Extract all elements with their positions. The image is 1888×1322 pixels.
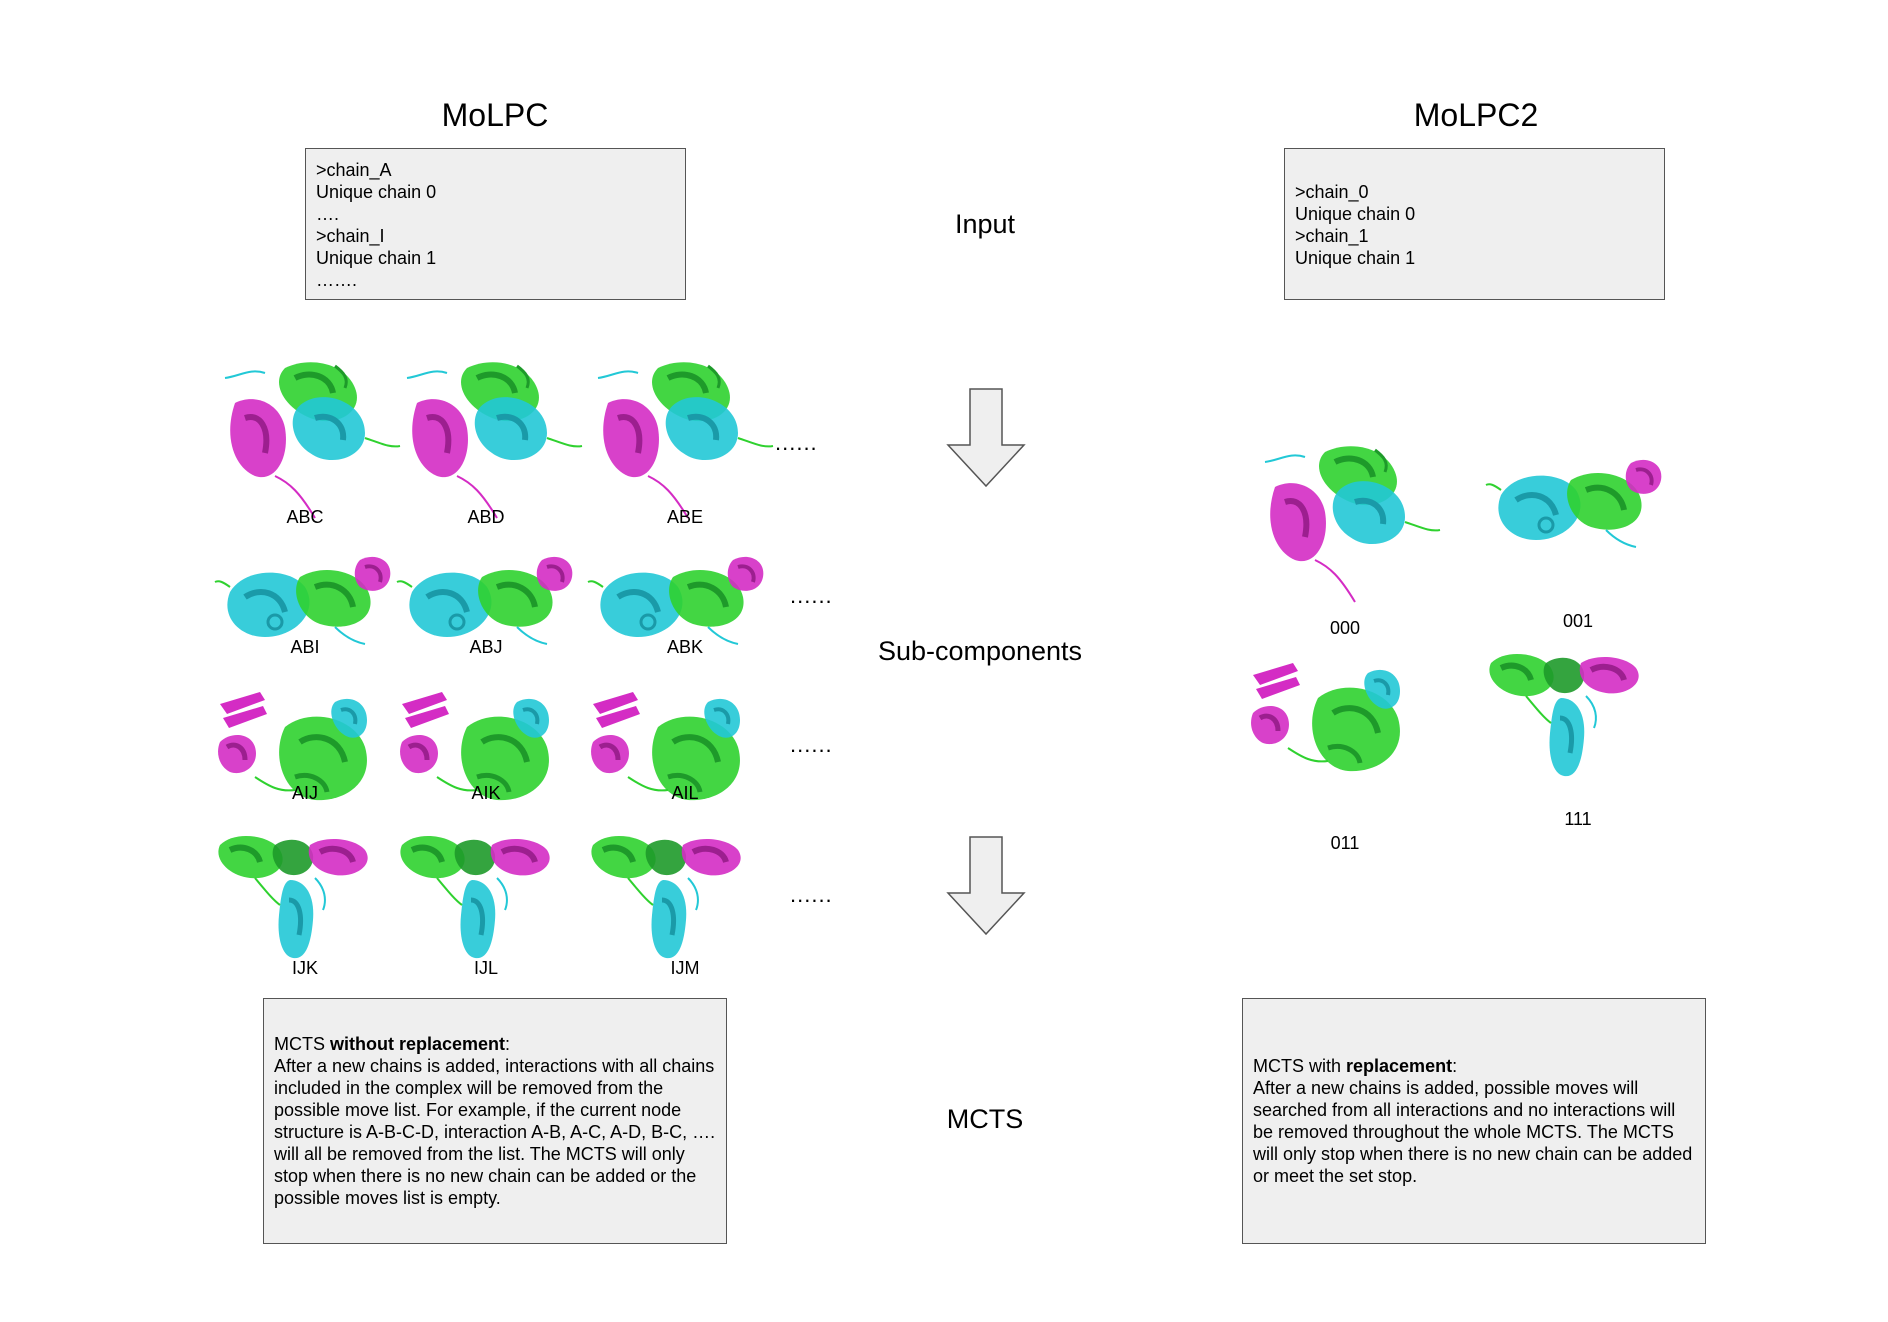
protein-structure (1248, 663, 1428, 823)
ellipsis-more: ...... (790, 583, 833, 608)
input-line: >chain_A (316, 160, 392, 180)
input-line: Unique chain 0 (316, 182, 437, 202)
subcomponent-label: ABK (666, 637, 704, 657)
subcomponent-label: IJM (670, 958, 700, 978)
ellipsis-more: ...... (790, 732, 833, 757)
stage-mcts-label: MCTS (946, 1104, 1024, 1134)
mcts-description: After a new chains is added, interaction… (274, 1056, 716, 1208)
stage-subcomponents-label: Sub-components (877, 636, 1083, 666)
protein-structure (215, 692, 395, 852)
down-arrow-icon (946, 836, 1026, 936)
mcts-heading-suffix: : (505, 1034, 511, 1054)
subcomponent-label: 111 (1564, 809, 1592, 829)
molpc2-title: MoLPC2 (1413, 97, 1539, 133)
molpc-input-box: >chain_A Unique chain 0 …. >chain_I Uniq… (305, 148, 686, 300)
subcomponent-label: IJL (473, 958, 498, 978)
protein-structure (397, 552, 577, 712)
subcomponent-label: ABI (290, 637, 320, 657)
input-line: >chain_1 (1295, 226, 1369, 246)
molpc-mcts-box: MCTS without replacement: After a new ch… (263, 998, 727, 1244)
molpc-title: MoLPC (441, 97, 549, 133)
mcts-heading-prefix: MCTS (274, 1034, 330, 1054)
protein-structure (588, 358, 768, 518)
protein-structure (215, 552, 395, 712)
mcts-description: After a new chains is added, possible mo… (1253, 1078, 1693, 1186)
input-line: ……. (316, 270, 358, 290)
subcomponent-label: AIJ (291, 783, 318, 803)
subcomponent-label: ABC (286, 507, 324, 527)
mcts-heading-suffix: : (1452, 1056, 1458, 1076)
molpc2-input-box: >chain_0 Unique chain 0 >chain_1 Unique … (1284, 148, 1665, 300)
input-line: Unique chain 0 (1295, 204, 1416, 224)
mcts-heading: MCTS with replacement: (1253, 1055, 1695, 1077)
mcts-heading: MCTS without replacement: (274, 1033, 716, 1055)
subcomponent-label: 001 (1562, 611, 1594, 631)
protein-structure (215, 358, 395, 518)
input-line: …. (316, 204, 340, 224)
subcomponent-label: ABE (666, 507, 704, 527)
ellipsis-more: ...... (775, 430, 818, 455)
stage-input-label: Input (954, 209, 1016, 239)
protein-structure (588, 552, 768, 712)
input-line: >chain_I (316, 226, 385, 246)
subcomponent-label: 011 (1330, 833, 1360, 853)
subcomponent-label: 000 (1329, 618, 1361, 638)
mcts-heading-prefix: MCTS with (1253, 1056, 1347, 1076)
subcomponent-label: ABJ (469, 637, 503, 657)
protein-structure (1486, 455, 1666, 615)
mcts-heading-bold: replacement (1346, 1056, 1453, 1076)
ellipsis-more: ...... (790, 882, 833, 907)
input-line: >chain_0 (1295, 182, 1369, 202)
protein-structure (1486, 648, 1666, 808)
input-line: Unique chain 1 (316, 248, 437, 268)
mcts-heading-bold: without replacement (330, 1034, 506, 1054)
subcomponent-label: AIK (471, 783, 501, 803)
subcomponent-label: IJK (291, 958, 318, 978)
protein-structure (397, 692, 577, 852)
protein-structure (1255, 442, 1435, 602)
subcomponent-label: ABD (467, 507, 505, 527)
subcomponent-label: AIL (671, 783, 699, 803)
input-line: Unique chain 1 (1295, 248, 1416, 268)
molpc2-mcts-box: MCTS with replacement: After a new chain… (1242, 998, 1706, 1244)
protein-structure (588, 692, 768, 852)
down-arrow-icon (946, 388, 1026, 488)
protein-structure (397, 358, 577, 518)
